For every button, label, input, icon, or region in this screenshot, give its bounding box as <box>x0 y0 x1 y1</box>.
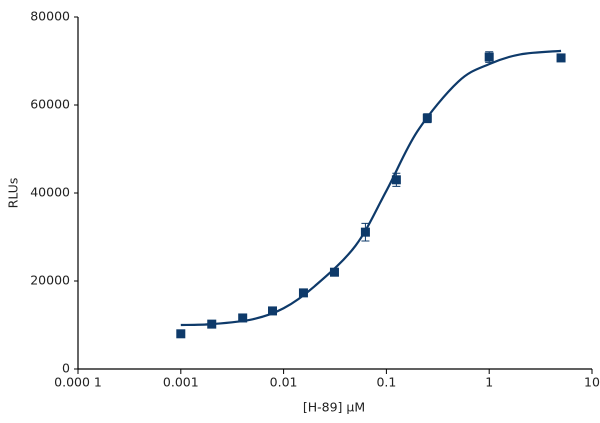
x-tick-label: 0.01 <box>270 375 298 390</box>
data-point <box>268 306 278 316</box>
y-tick-label: 60000 <box>30 97 70 112</box>
fit-curve <box>180 49 562 327</box>
x-tick-label: 0.001 <box>163 375 199 390</box>
y-axis-label: RLUs <box>6 178 21 209</box>
y-tick-label: 20000 <box>30 273 70 288</box>
data-point <box>391 175 401 185</box>
x-tick-label: 0.1 <box>376 375 396 390</box>
data-point <box>238 313 248 323</box>
data-point <box>484 52 494 62</box>
x-tick-label: 1 <box>485 375 493 390</box>
data-point <box>556 53 566 63</box>
data-point <box>298 288 308 298</box>
y-tick-label: 40000 <box>30 185 70 200</box>
x-tick-label: 0.000 1 <box>54 375 102 390</box>
y-tick-label: 0 <box>62 361 70 376</box>
x-axis-label: [H-89] μM <box>303 400 365 415</box>
y-tick-label: 80000 <box>30 9 70 24</box>
x-tick-label: 10 <box>584 375 600 390</box>
data-point <box>329 267 339 277</box>
data-point <box>176 329 186 339</box>
